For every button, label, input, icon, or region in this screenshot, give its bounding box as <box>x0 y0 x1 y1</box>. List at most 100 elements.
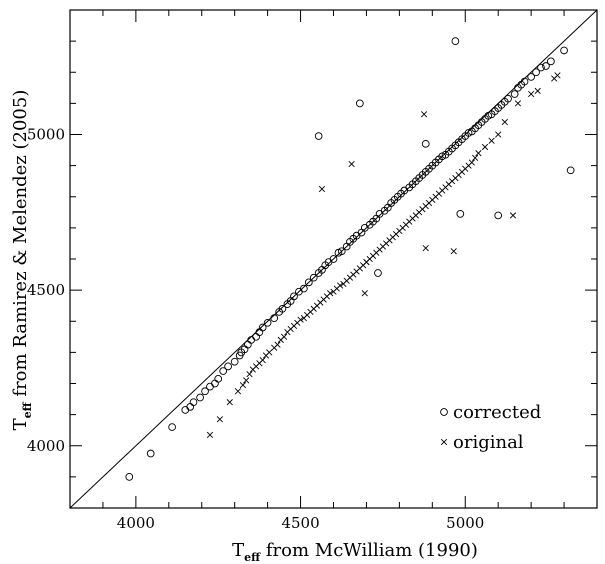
original-point <box>243 377 250 384</box>
corrected-point <box>189 398 198 407</box>
original-point <box>246 371 253 378</box>
original-point <box>475 150 482 157</box>
original-point <box>348 160 355 168</box>
corrected-point <box>510 90 519 98</box>
corrected-point <box>421 139 430 148</box>
corrected-point <box>456 210 465 218</box>
original-point <box>216 416 223 423</box>
corrected-point <box>374 269 382 277</box>
corrected-point <box>494 211 503 220</box>
corrected-point <box>146 449 155 458</box>
legend-label-corrected: corrected <box>453 402 541 423</box>
corrected-point <box>329 255 338 263</box>
original-point <box>234 388 242 395</box>
corrected-point <box>244 340 252 349</box>
corrected-point <box>337 247 346 256</box>
corrected-point <box>304 278 313 287</box>
corrected-point <box>263 318 272 327</box>
original-point <box>318 185 326 193</box>
original-point <box>509 212 517 219</box>
x-tick-label: 5000 <box>446 514 484 532</box>
corrected-point <box>196 393 204 402</box>
y-axis-label: Teff from Ramirez & Melendez (2005) <box>10 90 34 431</box>
corrected-point <box>214 374 223 383</box>
corrected-point <box>504 94 512 103</box>
corrected-point <box>224 362 232 371</box>
corrected-point <box>300 284 308 293</box>
corrected-point <box>542 62 550 70</box>
original-point <box>450 248 457 255</box>
corrected-point <box>186 402 195 411</box>
corrected-point <box>560 46 568 55</box>
legend: corrected original <box>440 402 541 453</box>
original-point <box>226 399 233 406</box>
original-point <box>363 258 370 266</box>
original-point <box>206 431 214 438</box>
corrected-point <box>375 210 384 218</box>
corrected-point <box>356 99 364 108</box>
corrected-point <box>247 336 256 344</box>
reference-line <box>69 9 598 509</box>
original-point <box>274 341 281 348</box>
original-point <box>259 357 266 364</box>
original-point <box>420 111 428 118</box>
corrected-point <box>201 387 209 396</box>
original-point <box>514 100 522 107</box>
corrected-point <box>527 73 535 81</box>
original-point <box>554 72 561 79</box>
corrected-point <box>566 166 575 175</box>
original-point <box>495 131 502 138</box>
original-point <box>239 381 247 389</box>
legend-marker-original <box>440 438 448 446</box>
corrected-point <box>360 224 369 232</box>
corrected-point <box>547 57 555 66</box>
original-point <box>327 290 334 297</box>
y-tick-label: 5000 <box>27 126 65 144</box>
corrected-point <box>520 77 529 86</box>
y-tick-label: 4000 <box>27 437 65 455</box>
corrected-point <box>211 379 219 388</box>
corrected-point <box>258 323 267 332</box>
original-point <box>422 244 429 252</box>
original-point <box>280 333 288 340</box>
original-point <box>266 349 273 356</box>
corrected-point <box>230 357 239 366</box>
corrected-point <box>255 328 264 336</box>
corrected-point <box>451 37 460 45</box>
corrected-point <box>309 273 318 282</box>
plot-area: 4000 4500 5000 4000 4500 5000 <box>27 9 598 532</box>
legend-marker-corrected <box>440 408 448 416</box>
corrected-point <box>168 423 176 431</box>
x-tick-label: 4500 <box>281 514 319 532</box>
corrected-point <box>537 63 545 72</box>
original-point <box>488 137 495 144</box>
original-point <box>468 159 475 166</box>
corrected-point <box>532 68 540 77</box>
original-point <box>528 90 535 98</box>
original-point <box>534 87 541 95</box>
legend-label-original: original <box>453 432 524 453</box>
data-points <box>125 37 575 481</box>
corrected-point <box>125 473 134 481</box>
y-axis-label-main: T <box>10 418 31 430</box>
original-point <box>361 290 368 297</box>
x-axis-label: Teff from McWilliam (1990) <box>232 540 478 564</box>
corrected-point <box>278 304 287 313</box>
original-point <box>336 282 344 289</box>
corrected-point <box>290 292 298 301</box>
x-axis-label-main: T <box>232 540 244 561</box>
x-tick-label: 4000 <box>117 514 155 532</box>
corrected-point <box>314 132 323 140</box>
original-point <box>472 154 479 161</box>
original-point <box>297 316 304 323</box>
original-point <box>501 118 508 126</box>
x-axis-label-rest: from McWilliam (1990) <box>260 540 478 561</box>
y-tick-label: 4500 <box>27 281 65 299</box>
corrected-point <box>181 406 190 414</box>
corrected-point <box>270 314 279 322</box>
corrected-point <box>252 332 260 341</box>
original-point <box>481 143 489 151</box>
corrected-point <box>206 382 214 391</box>
y-axis-label-sub: eff <box>21 401 34 418</box>
